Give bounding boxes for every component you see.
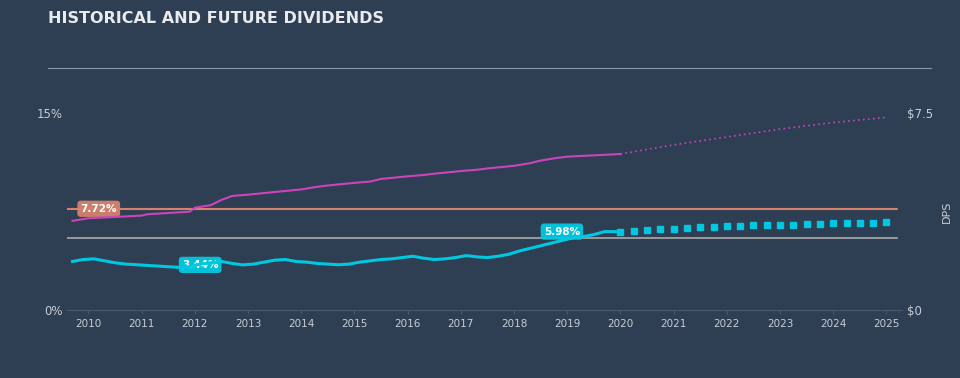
Text: 5.98%: 5.98% [544,226,580,237]
Y-axis label: DPS: DPS [942,200,951,223]
Text: 7.72%: 7.72% [81,204,117,214]
Text: 3.44%: 3.44% [182,260,219,270]
Text: HISTORICAL AND FUTURE DIVIDENDS: HISTORICAL AND FUTURE DIVIDENDS [48,11,384,26]
